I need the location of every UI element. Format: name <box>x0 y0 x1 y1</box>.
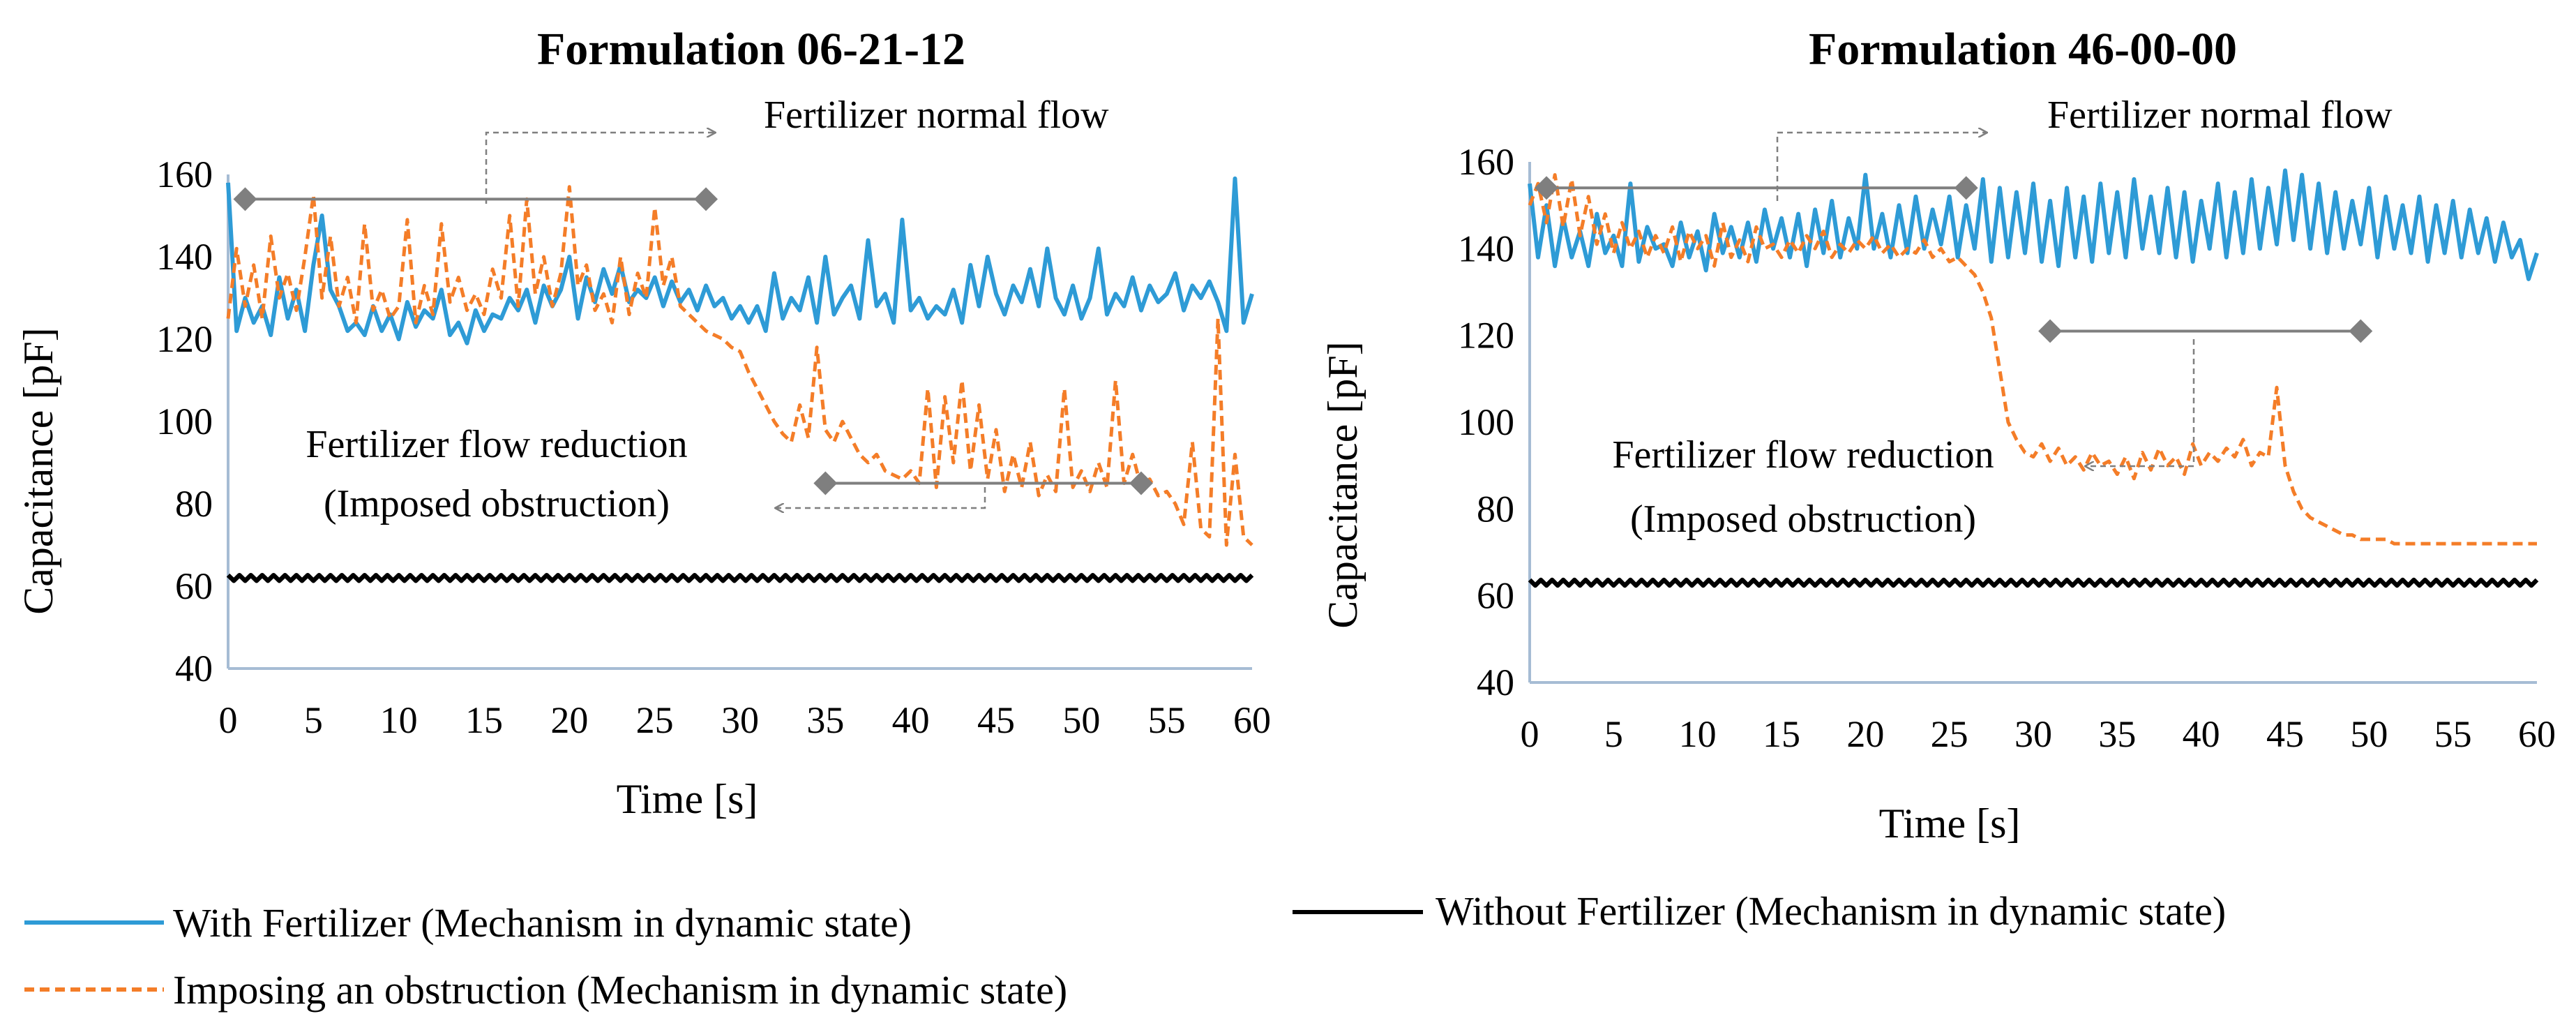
x-axis-label: Time [s] <box>1879 800 2021 846</box>
y-tick-label: 140 <box>156 236 213 278</box>
x-tick-label: 40 <box>2183 713 2220 755</box>
annotation-reduction-line2: (Imposed obstruction) <box>324 482 670 525</box>
chart-title: Formulation 06-21-12 <box>537 24 965 75</box>
x-tick-label: 55 <box>2434 713 2472 755</box>
legend-label-obstruction: Imposing an obstruction (Mechanism in dy… <box>173 967 1067 1013</box>
y-tick-label: 120 <box>156 318 213 360</box>
y-tick-label: 40 <box>1477 662 1514 703</box>
x-tick-label: 15 <box>1763 713 1800 755</box>
x-tick-label: 60 <box>1233 699 1271 741</box>
y-tick-label: 80 <box>175 483 213 525</box>
x-tick-label: 45 <box>977 699 1015 741</box>
chart-formulation-06-21-12: Formulation 06-21-12 Capacitance [pF] Ti… <box>15 24 1271 822</box>
x-tick-label: 30 <box>721 699 759 741</box>
x-tick-label: 0 <box>1521 713 1539 755</box>
x-tick-label: 0 <box>219 699 238 741</box>
series-line-obstruction <box>226 185 1253 547</box>
x-ticks: 0 5 10 15 20 25 30 35 40 45 50 55 60 <box>1521 713 2556 755</box>
x-tick-label: 40 <box>892 699 930 741</box>
y-axis-label: Capacitance [pF] <box>15 327 61 614</box>
x-tick-label: 15 <box>465 699 503 741</box>
y-tick-label: 100 <box>1458 401 1514 443</box>
x-tick-label: 5 <box>304 699 323 741</box>
annotation-diamond-marker <box>1954 176 1978 200</box>
y-tick-label: 160 <box>1458 141 1514 183</box>
chart-title: Formulation 46-00-00 <box>1809 24 2237 75</box>
x-tick-label: 50 <box>1062 699 1100 741</box>
x-tick-label: 30 <box>2014 713 2052 755</box>
x-axis-label: Time [s] <box>617 776 758 822</box>
series-line-without <box>1528 577 2539 588</box>
legend-item-obstruction: Imposing an obstruction (Mechanism in dy… <box>24 967 1067 1013</box>
x-tick-label: 35 <box>806 699 844 741</box>
x-tick-label: 25 <box>636 699 674 741</box>
y-tick-label: 140 <box>1458 227 1514 269</box>
annotation-arrow-reduction <box>776 487 986 508</box>
annotations: Fertilizer normal flow Fertilizer flow r… <box>233 94 1153 525</box>
x-tick-label: 50 <box>2350 713 2388 755</box>
annotation-diamond-marker <box>233 187 257 211</box>
annotation-arrow-reduction <box>2086 339 2195 466</box>
x-tick-label: 35 <box>2098 713 2136 755</box>
y-ticks: 40 60 80 100 120 140 160 <box>1458 141 1514 703</box>
annotation-reduction-line2: (Imposed obstruction) <box>1630 498 1976 541</box>
annotation-normal-flow: Fertilizer normal flow <box>764 94 1109 137</box>
chart-formulation-46-00-00: Formulation 46-00-00 Capacitance [pF] Ti… <box>1320 24 2556 846</box>
annotation-diamond-marker <box>2349 319 2373 343</box>
y-tick-label: 160 <box>156 154 213 195</box>
x-tick-label: 20 <box>550 699 588 741</box>
y-tick-label: 60 <box>175 565 213 607</box>
x-ticks: 0 5 10 15 20 25 30 35 40 45 50 55 60 <box>219 699 1272 741</box>
annotation-diamond-marker <box>1129 471 1153 495</box>
x-tick-label: 20 <box>1846 713 1884 755</box>
y-tick-label: 120 <box>1458 315 1514 357</box>
legend-item-with-fertilizer: With Fertilizer (Mechanism in dynamic st… <box>24 900 912 946</box>
annotation-normal-flow: Fertilizer normal flow <box>2047 94 2393 137</box>
x-tick-label: 10 <box>380 699 418 741</box>
x-tick-label: 25 <box>1931 713 1968 755</box>
annotation-diamond-marker <box>694 187 718 211</box>
series-line-with <box>1528 168 2539 281</box>
y-tick-label: 60 <box>1477 575 1514 617</box>
series-line-with <box>226 176 1254 345</box>
annotations: Fertilizer normal flow Fertilizer flow r… <box>1535 94 2393 541</box>
y-tick-label: 100 <box>156 401 213 442</box>
x-tick-label: 55 <box>1148 699 1186 741</box>
series-line-obstruction <box>1528 173 2537 546</box>
y-tick-label: 80 <box>1477 488 1514 530</box>
x-tick-label: 5 <box>1604 713 1623 755</box>
series-line-without <box>226 572 1254 583</box>
y-ticks: 40 60 80 100 120 140 160 <box>156 154 213 689</box>
annotation-reduction-line1: Fertilizer flow reduction <box>1612 433 1994 477</box>
y-axis-label: Capacitance [pF] <box>1320 341 1366 628</box>
series-group <box>226 176 1254 583</box>
legend-item-without-fertilizer: Without Fertilizer (Mechanism in dynamic… <box>1293 888 2226 934</box>
legend: With Fertilizer (Mechanism in dynamic st… <box>24 888 2226 1013</box>
annotation-diamond-marker <box>2038 319 2063 343</box>
annotation-reduction-line1: Fertilizer flow reduction <box>306 423 687 466</box>
x-tick-label: 60 <box>2518 713 2556 755</box>
y-tick-label: 40 <box>175 648 213 689</box>
annotation-arrow-normal-flow <box>485 133 715 204</box>
x-tick-label: 10 <box>1679 713 1717 755</box>
legend-label-without-fertilizer: Without Fertilizer (Mechanism in dynamic… <box>1436 888 2226 934</box>
x-tick-label: 45 <box>2266 713 2304 755</box>
legend-label-with-fertilizer: With Fertilizer (Mechanism in dynamic st… <box>173 900 912 946</box>
series-group <box>1528 168 2539 588</box>
annotation-diamond-marker <box>813 471 838 495</box>
annotation-arrow-normal-flow <box>1776 133 1987 201</box>
